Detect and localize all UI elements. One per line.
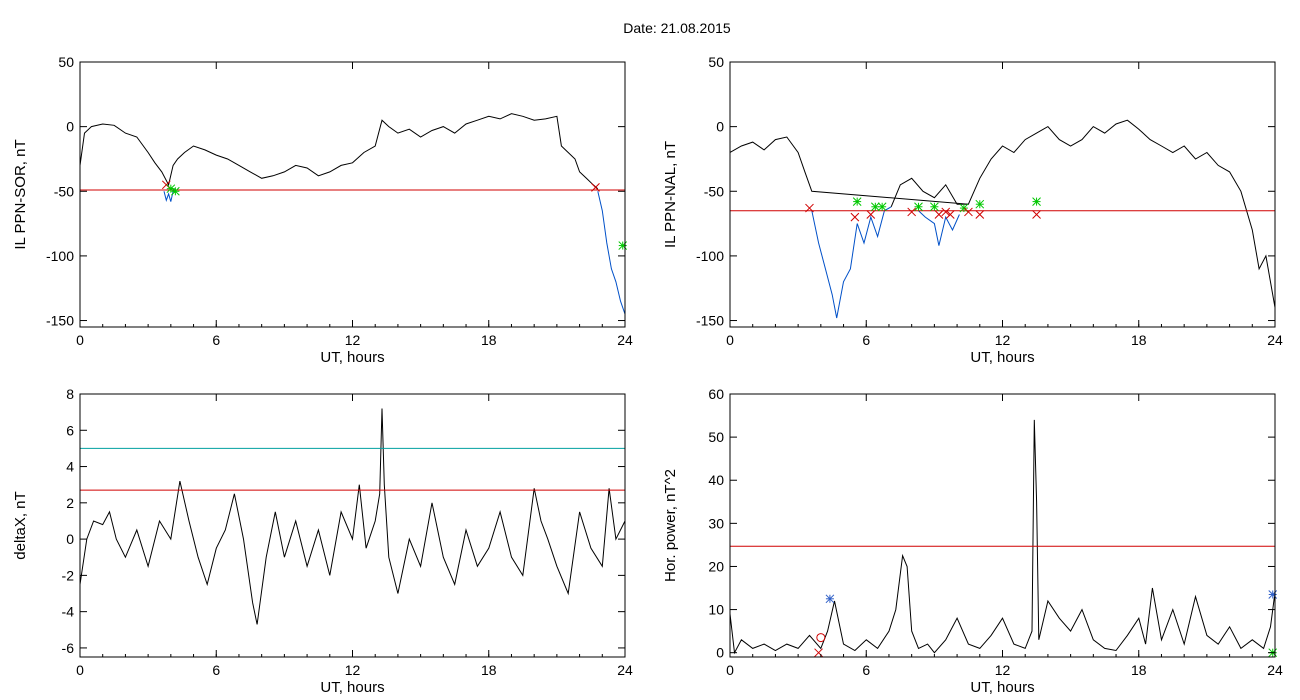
data-marker-14 [964, 207, 973, 217]
data-marker-3 [825, 594, 835, 604]
y-tick-label: 40 [708, 472, 724, 488]
x-tick-label: 18 [1131, 662, 1147, 678]
data-marker-4 [591, 183, 600, 192]
x-tick-label: 12 [345, 332, 361, 348]
x-axis-label: UT, hours [320, 349, 384, 366]
data-marker-2 [814, 648, 823, 658]
y-tick-label: 0 [716, 119, 724, 135]
series-line-2 [163, 188, 176, 203]
y-tick-label: 0 [716, 645, 724, 661]
x-tick-label: 0 [726, 332, 734, 348]
data-marker-4 [1268, 590, 1278, 599]
data-marker-6 [877, 202, 887, 212]
series-line-3 [597, 191, 625, 315]
y-axis-label: deltaX, nT [12, 491, 29, 559]
y-tick-label: 50 [708, 429, 724, 445]
y-tick-label: -150 [696, 313, 724, 329]
chart-panel-4: 0 6 12 18 24 60 50 40 30 20 10 0 UT, hours Hor. power… [662, 386, 1283, 696]
x-tick-label: 6 [862, 332, 870, 348]
y-tick-label: 20 [708, 558, 724, 574]
series-line-3 [890, 177, 969, 207]
y-tick-label: 10 [708, 602, 724, 618]
x-axis-label: UT, hours [320, 679, 384, 696]
data-marker-9 [930, 202, 939, 212]
plot-frame [79, 61, 626, 328]
data-marker-1 [805, 203, 814, 213]
x-tick-label: 18 [1131, 332, 1147, 348]
data-marker-11 [941, 207, 951, 217]
data-marker-18 [1032, 197, 1041, 206]
data-marker-16 [975, 199, 985, 209]
y-axis-label: IL PPN-SOR, nT [12, 139, 29, 249]
series-line-1 [730, 119, 1275, 308]
y-tick-label: 0 [66, 119, 74, 135]
x-axis-label: UT, hours [970, 349, 1034, 366]
data-marker-3 [171, 186, 180, 196]
x-tick-label: 12 [995, 662, 1011, 678]
data-marker-1 [816, 633, 826, 643]
data-marker-7 [907, 207, 917, 217]
y-tick-label: 60 [708, 386, 724, 402]
chart-panel-3: 0 6 12 18 24 8 6 4 2 0 -2 -4 -6 UT, hours deltaX, nT [12, 386, 633, 696]
series-line-4 [918, 210, 960, 246]
data-marker-12 [945, 210, 955, 219]
data-marker-5 [870, 202, 880, 212]
data-marker-8 [914, 202, 923, 212]
y-tick-label: 50 [708, 54, 724, 70]
x-tick-label: 6 [212, 332, 220, 348]
y-tick-label: -100 [46, 248, 74, 264]
x-axis-label: UT, hours [970, 679, 1034, 696]
chart-panel-2: 0 6 12 18 24 50 0 -50 -100 -150 UT, hours IL PPN-NA… [662, 54, 1283, 366]
data-marker-17 [1032, 210, 1041, 219]
y-tick-label: 2 [66, 495, 74, 511]
x-tick-label: 0 [76, 332, 84, 348]
y-tick-label: 6 [66, 422, 74, 438]
x-tick-label: 0 [76, 662, 84, 678]
x-tick-label: 24 [617, 662, 633, 678]
figure-title: Date: 21.08.2015 [623, 20, 731, 36]
y-tick-label: -6 [62, 640, 75, 656]
x-tick-label: 18 [481, 662, 497, 678]
x-tick-label: 24 [617, 332, 633, 348]
series-line-1 [80, 113, 599, 190]
y-tick-label: 0 [66, 531, 74, 547]
x-tick-label: 24 [1267, 332, 1283, 348]
y-tick-label: -4 [62, 604, 75, 620]
data-marker-2 [850, 212, 860, 222]
y-tick-label: -2 [62, 567, 75, 583]
data-marker-10 [934, 210, 944, 219]
x-tick-label: 0 [726, 662, 734, 678]
x-tick-label: 18 [481, 332, 497, 348]
data-marker-15 [975, 210, 985, 219]
y-tick-label: -50 [704, 183, 724, 199]
series-line-1 [730, 419, 1275, 655]
plot-frame [729, 61, 1276, 328]
y-axis-label: Hor. power, nT^2 [662, 469, 679, 582]
y-tick-label: 30 [708, 515, 724, 531]
y-tick-label: -150 [46, 313, 74, 329]
series-line-1 [80, 408, 625, 625]
y-tick-label: -50 [54, 183, 74, 199]
data-marker-5 [618, 241, 628, 250]
x-tick-label: 12 [345, 662, 361, 678]
data-marker-4 [866, 210, 876, 219]
data-marker-3 [852, 197, 862, 206]
chart-panel-1: 0 6 12 18 24 50 0 -50 -100 -150 UT, hours IL PPN-SO… [12, 54, 633, 366]
y-axis-label: IL PPN-NAL, nT [662, 141, 679, 248]
series-line-2 [811, 206, 892, 319]
y-tick-label: 50 [58, 54, 74, 70]
x-tick-label: 6 [862, 662, 870, 678]
x-tick-label: 12 [995, 332, 1011, 348]
y-tick-label: 4 [66, 459, 74, 475]
y-tick-label: 8 [66, 386, 74, 402]
x-tick-label: 6 [212, 662, 220, 678]
y-tick-label: -100 [696, 248, 724, 264]
x-tick-label: 24 [1267, 662, 1283, 678]
